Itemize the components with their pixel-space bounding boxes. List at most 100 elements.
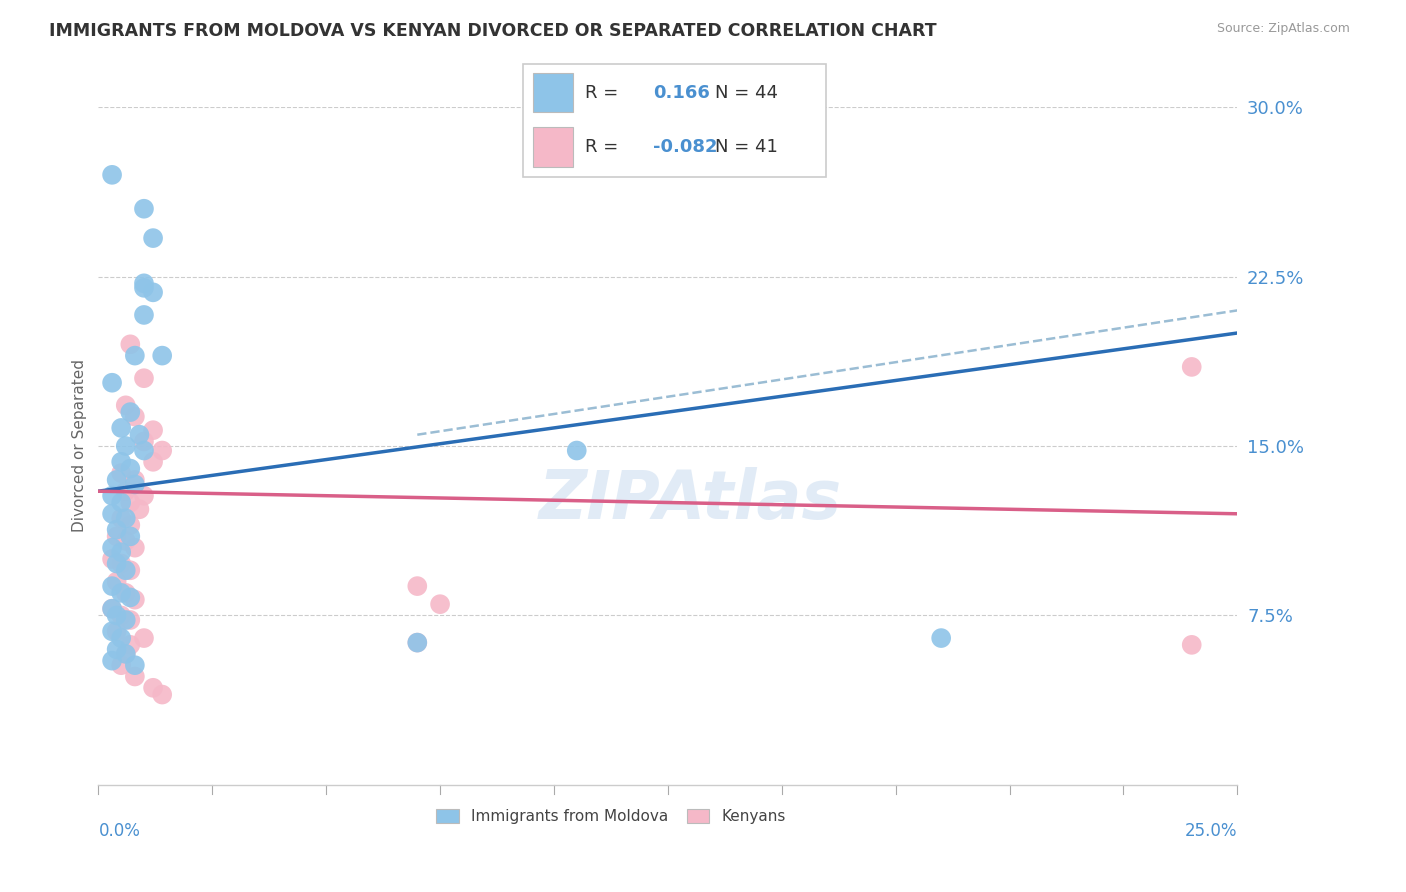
- Point: [132, 281, 155, 295]
- Point: [101, 654, 124, 668]
- Point: [105, 473, 128, 487]
- Text: Source: ZipAtlas.com: Source: ZipAtlas.com: [1216, 22, 1350, 36]
- Point: [110, 511, 132, 525]
- Point: [142, 455, 165, 469]
- Point: [101, 601, 124, 615]
- Point: [124, 349, 146, 363]
- Point: [110, 631, 132, 645]
- Point: [565, 443, 588, 458]
- Text: N = 44: N = 44: [716, 84, 778, 102]
- Point: [120, 613, 142, 627]
- Y-axis label: Divorced or Separated: Divorced or Separated: [72, 359, 87, 533]
- Point: [101, 579, 124, 593]
- Point: [105, 608, 128, 623]
- Point: [114, 484, 136, 499]
- Text: IMMIGRANTS FROM MOLDOVA VS KENYAN DIVORCED OR SEPARATED CORRELATION CHART: IMMIGRANTS FROM MOLDOVA VS KENYAN DIVORC…: [49, 22, 936, 40]
- Point: [124, 473, 146, 487]
- FancyBboxPatch shape: [523, 63, 827, 178]
- Point: [110, 557, 132, 571]
- Point: [105, 574, 128, 589]
- Point: [120, 638, 142, 652]
- Point: [132, 443, 155, 458]
- Text: N = 41: N = 41: [716, 138, 778, 156]
- Point: [929, 631, 952, 645]
- Point: [110, 455, 132, 469]
- Point: [132, 434, 155, 449]
- Point: [132, 371, 155, 385]
- Point: [110, 658, 132, 673]
- Point: [101, 376, 124, 390]
- FancyBboxPatch shape: [533, 128, 572, 167]
- Point: [120, 529, 142, 543]
- Point: [142, 285, 165, 300]
- Point: [114, 586, 136, 600]
- Point: [120, 495, 142, 509]
- Point: [429, 597, 451, 611]
- Point: [150, 349, 173, 363]
- Point: [120, 337, 142, 351]
- Point: [406, 635, 429, 649]
- Point: [142, 681, 165, 695]
- Point: [124, 658, 146, 673]
- Point: [101, 601, 124, 615]
- Point: [120, 591, 142, 605]
- Point: [1181, 359, 1204, 374]
- Point: [114, 647, 136, 661]
- Point: [105, 557, 128, 571]
- Point: [114, 613, 136, 627]
- Point: [110, 545, 132, 559]
- Point: [124, 669, 146, 683]
- Point: [101, 168, 124, 182]
- Point: [101, 624, 124, 639]
- Point: [101, 541, 124, 555]
- Point: [124, 477, 146, 491]
- Point: [124, 409, 146, 424]
- Text: 25.0%: 25.0%: [1185, 822, 1237, 840]
- Point: [120, 563, 142, 577]
- Text: R =: R =: [585, 138, 619, 156]
- Point: [101, 552, 124, 566]
- Point: [101, 507, 124, 521]
- Point: [110, 586, 132, 600]
- Point: [105, 642, 128, 657]
- FancyBboxPatch shape: [533, 73, 572, 112]
- Point: [142, 423, 165, 437]
- Point: [114, 439, 136, 453]
- Point: [110, 421, 132, 435]
- Point: [128, 427, 150, 442]
- Point: [1181, 638, 1204, 652]
- Point: [120, 405, 142, 419]
- Text: 0.0%: 0.0%: [98, 822, 141, 840]
- Point: [105, 523, 128, 537]
- Text: R =: R =: [585, 84, 619, 102]
- Point: [114, 533, 136, 548]
- Point: [110, 608, 132, 623]
- Point: [101, 489, 124, 503]
- Point: [105, 624, 128, 639]
- Point: [132, 489, 155, 503]
- Point: [114, 398, 136, 412]
- Point: [150, 688, 173, 702]
- Point: [142, 231, 165, 245]
- Text: ZIPAtlas: ZIPAtlas: [538, 467, 842, 533]
- Legend: Immigrants from Moldova, Kenyans: Immigrants from Moldova, Kenyans: [429, 801, 793, 831]
- Text: 0.166: 0.166: [654, 84, 710, 102]
- Point: [406, 579, 429, 593]
- Point: [120, 461, 142, 475]
- Point: [114, 563, 136, 577]
- Point: [132, 202, 155, 216]
- Point: [132, 277, 155, 291]
- Text: -0.082: -0.082: [654, 138, 717, 156]
- Point: [150, 443, 173, 458]
- Point: [128, 502, 150, 516]
- Point: [114, 647, 136, 661]
- Point: [406, 635, 429, 649]
- Point: [124, 541, 146, 555]
- Point: [132, 631, 155, 645]
- Point: [120, 518, 142, 533]
- Point: [110, 466, 132, 480]
- Point: [132, 308, 155, 322]
- Point: [105, 529, 128, 543]
- Point: [110, 495, 132, 509]
- Point: [124, 592, 146, 607]
